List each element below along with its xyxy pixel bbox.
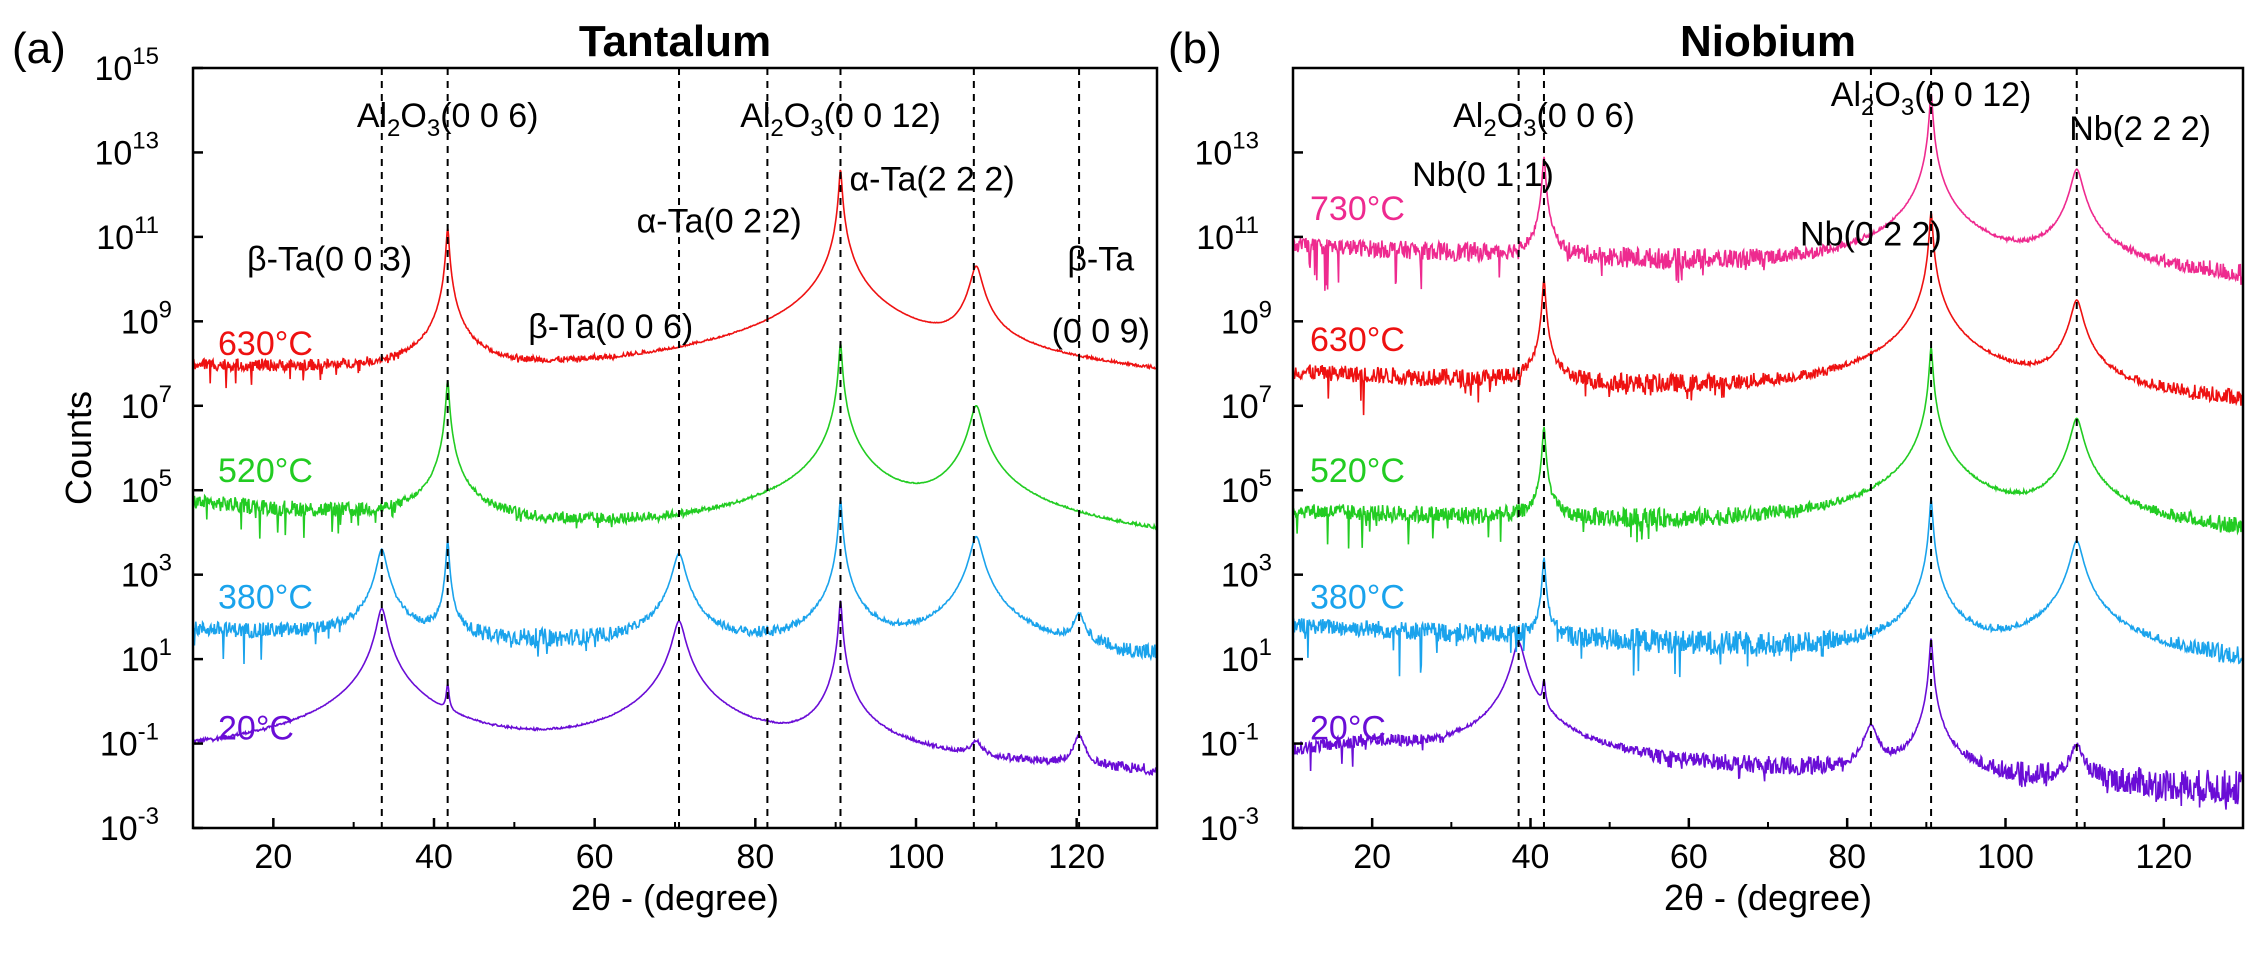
- y-tick-label: 103: [1221, 550, 1272, 595]
- y-tick-label: 1013: [94, 127, 159, 172]
- peak-label: Nb(2 2 2): [2069, 110, 2211, 148]
- series-line-20C: [193, 600, 1157, 776]
- y-tick-label: 103: [121, 550, 172, 595]
- series-line-20C: [1293, 638, 2243, 810]
- peak-label: (0 0 9): [1052, 312, 1150, 350]
- panel-label: (b): [1168, 24, 1222, 73]
- temperature-label: 630°C: [1310, 321, 1405, 359]
- temperature-label: 520°C: [218, 452, 313, 490]
- peak-label: α-Ta(2 2 2): [849, 160, 1014, 198]
- series-group: [193, 169, 1157, 776]
- series-line-380C: [193, 499, 1157, 665]
- peak-label: Al2O3(0 0 6): [1453, 97, 1635, 142]
- x-tick-label: 100: [888, 838, 945, 876]
- y-tick-label: 109: [121, 296, 172, 341]
- x-tick-label: 120: [1048, 838, 1105, 876]
- peak-label: Al2O3(0 0 6): [357, 97, 539, 142]
- y-axis-title: Counts: [58, 391, 99, 505]
- y-tick-label: 1011: [1196, 212, 1259, 257]
- series-line-520C: [1293, 347, 2243, 549]
- series-line-630C: [1293, 211, 2243, 416]
- y-tick-label: 10-1: [100, 719, 159, 764]
- peak-label: β-Ta: [1067, 241, 1134, 279]
- peak-label: Al2O3(0 0 12): [1831, 76, 2032, 121]
- peak-label: β-Ta(0 0 3): [247, 241, 412, 279]
- temperature-label: 520°C: [1310, 452, 1405, 490]
- y-tick-label: 10-3: [100, 803, 159, 848]
- y-tick-label: 10-1: [1200, 719, 1259, 764]
- y-tick-label: 101: [121, 634, 172, 679]
- x-tick-label: 40: [1512, 838, 1550, 876]
- x-tick-label: 20: [1353, 838, 1391, 876]
- series-line-380C: [1293, 499, 2243, 678]
- y-tick-label: 109: [1221, 296, 1272, 341]
- panel-niobium: 20 40 60 80 100 120 10-3 10-1 101 103 105 107 109 101…: [1168, 17, 2245, 918]
- y-tick-label: 107: [121, 381, 172, 426]
- y-tick-label: 1013: [1194, 127, 1259, 172]
- series-line-630C: [193, 169, 1157, 389]
- peak-label: Al2O3(0 0 12): [740, 97, 941, 142]
- x-tick-label: 60: [576, 838, 614, 876]
- x-tick-label: 120: [2135, 838, 2192, 876]
- temperature-label: 630°C: [218, 325, 313, 363]
- series-line-520C: [193, 342, 1157, 539]
- y-tick-label: 105: [1221, 465, 1272, 510]
- y-tick-label: 1015: [94, 43, 159, 88]
- panel-label: (a): [12, 24, 66, 73]
- peak-label: β-Ta(0 0 6): [528, 308, 693, 346]
- x-axis-title: 2θ - (degree): [571, 877, 779, 918]
- y-tick-label: 105: [121, 465, 172, 510]
- x-tick-label: 100: [1977, 838, 2034, 876]
- peak-label: α-Ta(0 2 2): [637, 203, 802, 241]
- x-tick-label: 80: [736, 838, 774, 876]
- chart-title: Niobium: [1680, 17, 1856, 66]
- series-line-730C: [1293, 93, 2243, 291]
- temperature-label: 380°C: [1310, 578, 1405, 616]
- peak-label: Nb(0 1 1): [1412, 156, 1554, 194]
- temperature-label: 730°C: [1310, 190, 1405, 228]
- temperature-label: 20°C: [218, 709, 294, 747]
- x-tick-label: 80: [1828, 838, 1866, 876]
- peak-label: Nb(0 2 2): [1800, 215, 1942, 253]
- y-tick-label: 101: [1221, 634, 1272, 679]
- chart-title: Tantalum: [579, 17, 771, 66]
- y-tick-label: 107: [1221, 381, 1272, 426]
- x-tick-label: 20: [254, 838, 292, 876]
- series-group: [1293, 93, 2243, 810]
- temperature-label: 380°C: [218, 578, 313, 616]
- y-tick-label: 10-3: [1200, 803, 1259, 848]
- x-tick-label: 60: [1670, 838, 1708, 876]
- panel-tantalum: 20 40 60 80 100 120 10-3 10-1 101 103 105 107 109 101…: [12, 17, 1159, 918]
- temperature-label: 20°C: [1310, 709, 1386, 747]
- x-tick-label: 40: [415, 838, 453, 876]
- y-tick-label: 1011: [96, 212, 159, 257]
- x-axis-title: 2θ - (degree): [1664, 877, 1872, 918]
